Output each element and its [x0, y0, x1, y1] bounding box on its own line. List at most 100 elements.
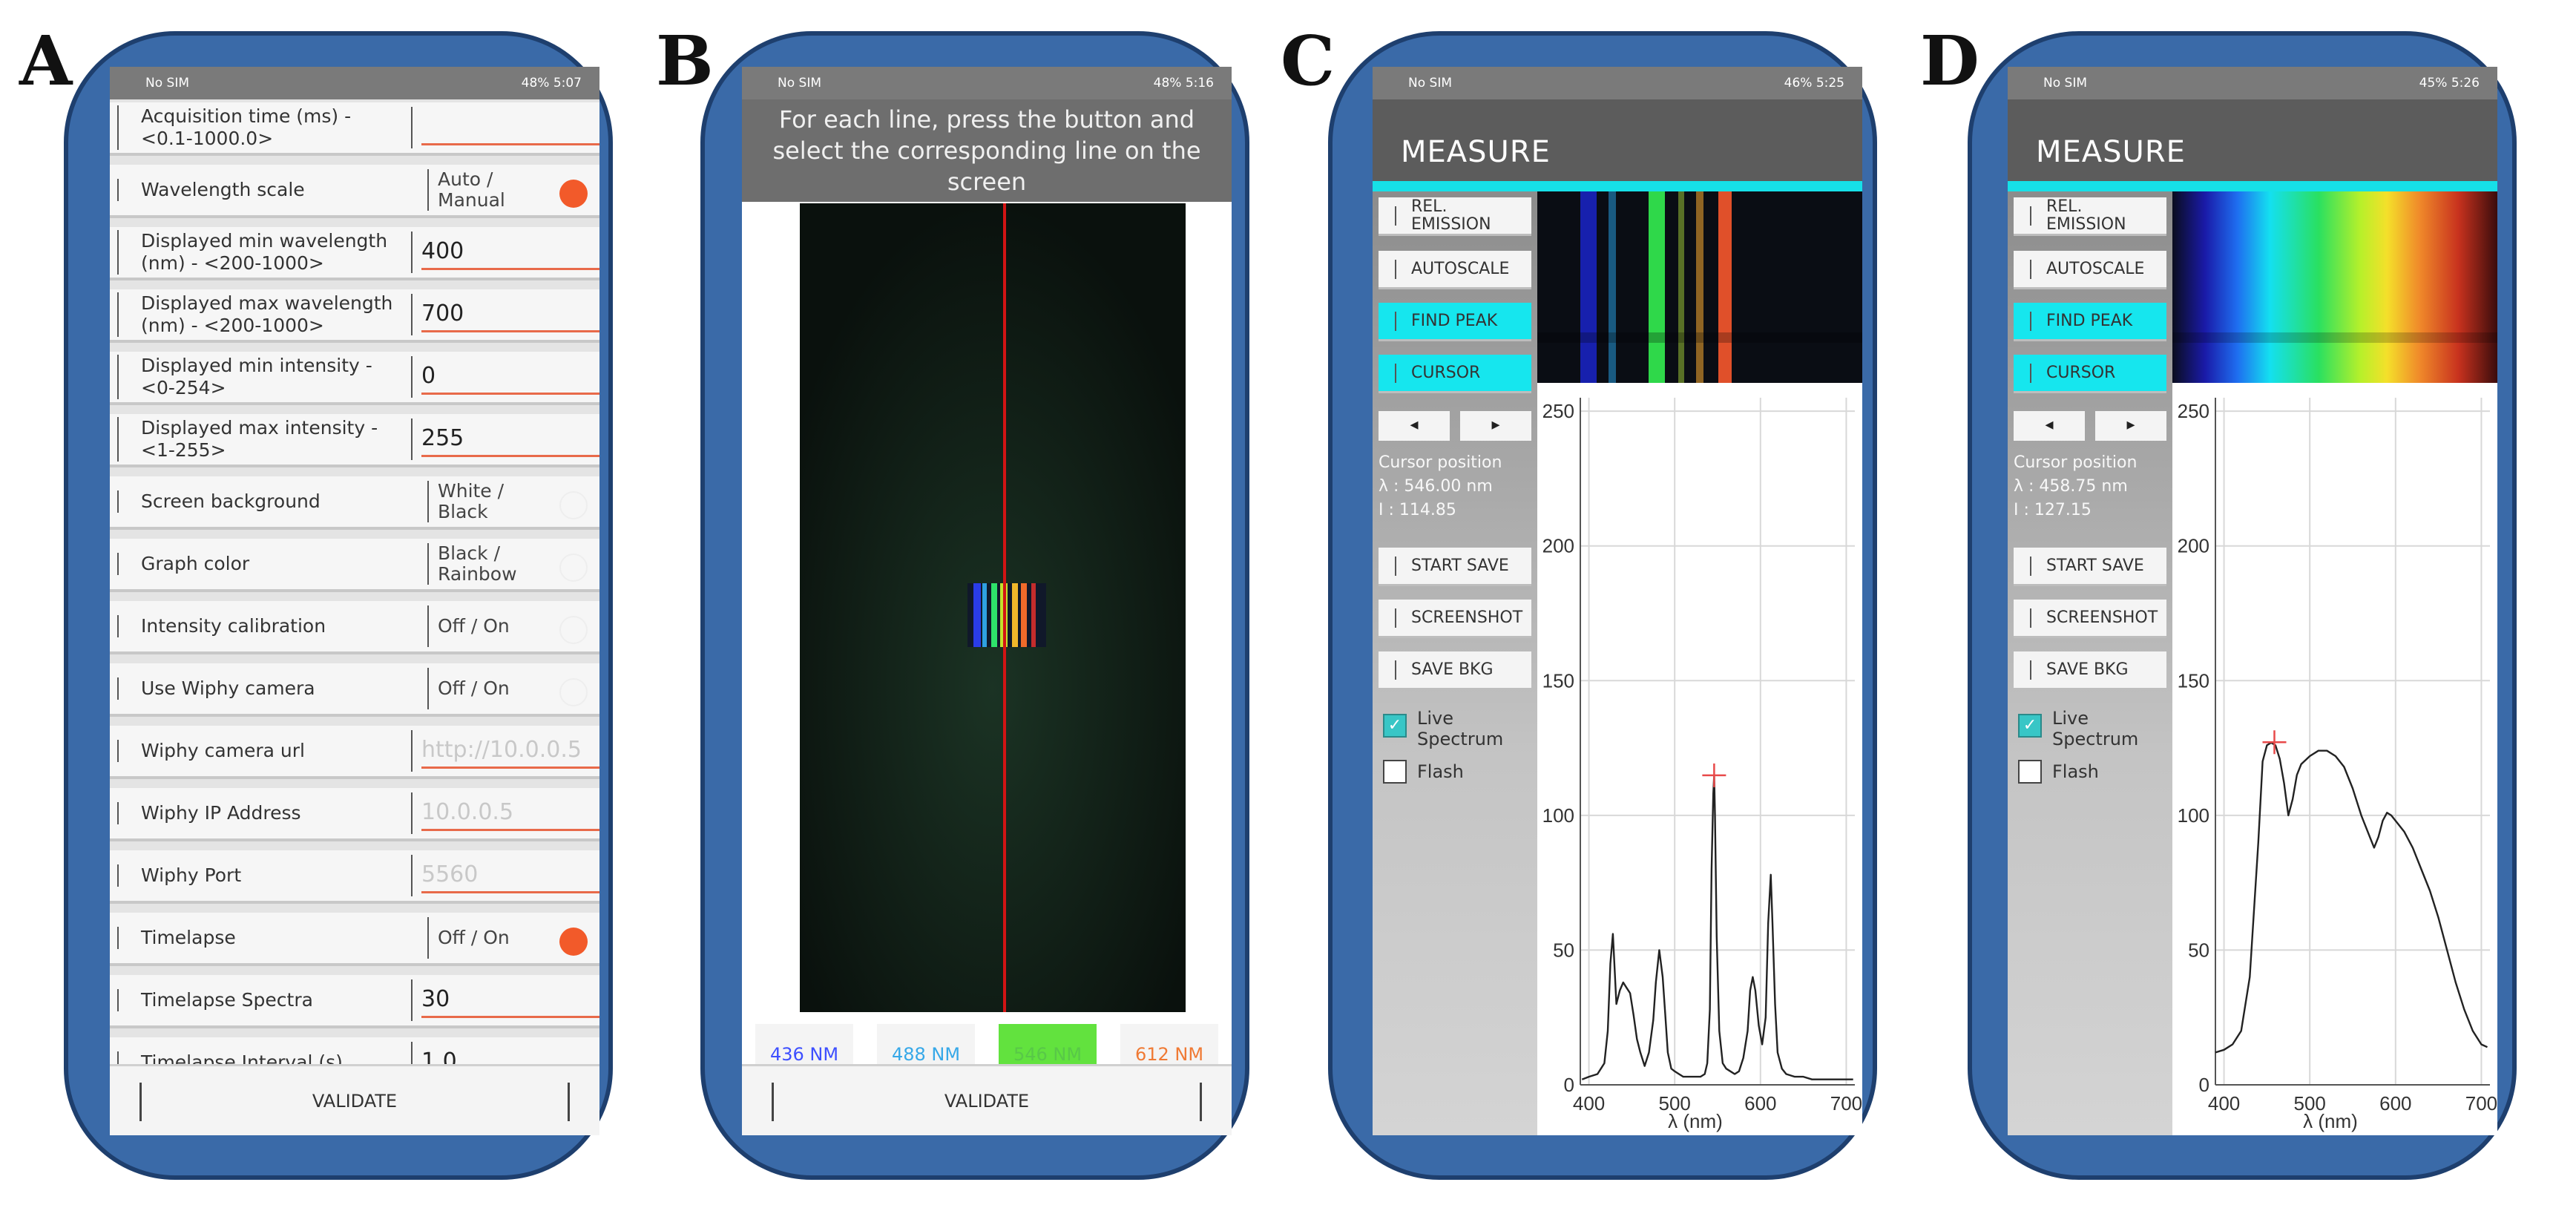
toggle-switch[interactable] — [559, 928, 588, 956]
cursor-lambda: λ : 546.00 nm — [1379, 477, 1493, 496]
setting-input-container: 255 — [411, 418, 599, 460]
setting-input-container: http://10.0.0.5 — [411, 730, 599, 772]
setting-input[interactable]: 0 — [421, 359, 599, 395]
flash-checkbox[interactable] — [2018, 760, 2042, 784]
y-tick-label: 250 — [1542, 400, 1574, 422]
setting-input[interactable]: 400 — [421, 234, 599, 270]
cursor-intensity: I : 114.85 — [1379, 501, 1456, 519]
status-battery-time: 48% 5:07 — [521, 76, 582, 91]
setting-input[interactable]: http://10.0.0.5 — [421, 733, 599, 769]
screenshot-button[interactable]: SCREENSHOT — [2014, 600, 2166, 638]
setting-label: Wiphy Port — [117, 864, 405, 887]
x-tick-label: 600 — [1744, 1092, 1776, 1115]
live-spectrum-label: Live Spectrum — [1417, 708, 1504, 749]
camera-view[interactable] — [800, 203, 1186, 1012]
status-bar: No SIM 48% 5:07 — [110, 67, 599, 99]
toggle-switch[interactable] — [559, 554, 588, 582]
cursor-button[interactable]: CURSOR — [2014, 355, 2166, 393]
setting-label: Displayed max intensity - <1-255> — [117, 417, 405, 462]
setting-label: Use Wiphy camera — [117, 677, 421, 700]
spectrum-plot[interactable]: 0 50 100 150 200 250 400 500 600 700 λ (nm) — [1537, 383, 1862, 1135]
camera-spectrum-image — [800, 203, 1186, 1012]
y-tick-label: 0 — [1564, 1074, 1574, 1096]
start-save-button[interactable]: START SAVE — [1379, 548, 1531, 586]
setting-input-container: 5560 — [411, 855, 599, 896]
rel-emission-button[interactable]: REL. EMISSION — [1379, 197, 1531, 236]
panel-letter-b: B — [656, 21, 714, 101]
cursor-lambda: λ : 458.75 nm — [2014, 477, 2128, 496]
setting-input[interactable]: 255 — [421, 421, 599, 457]
x-tick-label: 600 — [2379, 1092, 2411, 1115]
status-battery-time: 48% 5:16 — [1153, 76, 1214, 91]
flash-label: Flash — [2052, 761, 2099, 782]
setting-row: Displayed min wavelength (nm) - <200-100… — [110, 227, 599, 280]
setting-row: Displayed max wavelength (nm) - <200-100… — [110, 289, 599, 343]
flash-label: Flash — [1417, 761, 1464, 782]
status-carrier: No SIM — [145, 76, 189, 91]
live-spectrum-checkbox[interactable]: ✓ — [2018, 714, 2042, 738]
setting-row: Screen background White / Black — [110, 476, 599, 530]
panel-letter-a: A — [19, 21, 73, 101]
validate-button[interactable]: VALIDATE — [742, 1064, 1232, 1135]
live-spectrum-label: Live Spectrum — [2052, 708, 2139, 749]
cursor-button[interactable]: CURSOR — [1379, 355, 1531, 393]
setting-input-container: 700 — [411, 294, 599, 335]
screenshot-button[interactable]: SCREENSHOT — [1379, 600, 1531, 638]
x-tick-label: 400 — [1573, 1092, 1605, 1115]
rel-emission-button[interactable]: REL. EMISSION — [2014, 197, 2166, 236]
save-bkg-button[interactable]: SAVE BKG — [1379, 651, 1531, 690]
setting-label: Displayed min intensity - <0-254> — [117, 355, 405, 399]
setting-input[interactable]: 10.0.0.5 — [421, 795, 599, 831]
start-save-button[interactable]: START SAVE — [2014, 548, 2166, 586]
cursor-right-icon[interactable]: ▸ — [1460, 411, 1531, 441]
setting-row: Use Wiphy camera Off / On — [110, 663, 599, 717]
setting-label: Timelapse Spectra — [117, 989, 405, 1011]
setting-toggle-container: Off / On — [427, 917, 599, 959]
selection-line[interactable] — [1003, 203, 1006, 1012]
live-spectrum-checkbox[interactable]: ✓ — [1383, 714, 1407, 738]
setting-input[interactable] — [421, 110, 599, 145]
setting-toggle-container: Black / Rainbow — [427, 543, 599, 585]
measure-title: MEASURE — [2008, 99, 2497, 181]
setting-input[interactable]: 30 — [421, 982, 599, 1018]
setting-label: Graph color — [117, 553, 421, 575]
save-bkg-button[interactable]: SAVE BKG — [2014, 651, 2166, 690]
setting-row: Acquisition time (ms) - <0.1-1000.0> — [110, 102, 599, 156]
validate-button[interactable]: VALIDATE — [110, 1064, 599, 1135]
setting-label: Wavelength scale — [117, 179, 421, 201]
find-peak-button[interactable]: FIND PEAK — [1379, 303, 1531, 341]
status-battery-time: 45% 5:26 — [2419, 76, 2480, 91]
cursor-left-icon[interactable]: ◂ — [2014, 411, 2085, 441]
setting-input[interactable]: 5560 — [421, 858, 599, 893]
toggle-switch[interactable] — [559, 180, 588, 208]
cursor-left-icon[interactable]: ◂ — [1379, 411, 1450, 441]
cursor-position-title: Cursor position — [2014, 453, 2138, 472]
measure-screen-c: No SIM 46% 5:25 MEASURE REL. EMISSION AU… — [1373, 67, 1862, 1135]
autoscale-button[interactable]: AUTOSCALE — [2014, 251, 2166, 289]
setting-row: Graph color Black / Rainbow — [110, 539, 599, 592]
setting-input-container: 10.0.0.5 — [411, 792, 599, 834]
setting-label: Displayed min wavelength (nm) - <200-100… — [117, 230, 405, 275]
toggle-switch[interactable] — [559, 616, 588, 644]
setting-input-container: 30 — [411, 979, 599, 1021]
spectrum-image — [1537, 191, 1862, 383]
spectrum-plot[interactable]: 0 50 100 150 200 250 400 500 600 700 λ (nm) — [2172, 383, 2497, 1135]
settings-screen: No SIM 48% 5:07 Acquisition time (ms) - … — [110, 67, 599, 1135]
calibration-screen: No SIM 48% 5:16 For each line, press the… — [742, 67, 1232, 1135]
setting-row: Displayed min intensity - <0-254> 0 — [110, 352, 599, 405]
toggle-switch[interactable] — [559, 491, 588, 519]
y-tick-label: 250 — [2178, 400, 2209, 422]
toggle-switch[interactable] — [559, 678, 588, 706]
find-peak-button[interactable]: FIND PEAK — [2014, 303, 2166, 341]
flash-checkbox[interactable] — [1383, 760, 1407, 784]
cursor-right-icon[interactable]: ▸ — [2095, 411, 2166, 441]
cursor-position: Cursor position λ : 458.75 nm I : 127.15 — [2014, 451, 2137, 522]
status-bar: No SIM 45% 5:26 — [2008, 67, 2497, 99]
setting-input[interactable]: 700 — [421, 297, 599, 332]
cursor-intensity: I : 127.15 — [2014, 501, 2092, 519]
autoscale-button[interactable]: AUTOSCALE — [1379, 251, 1531, 289]
y-tick-label: 50 — [1553, 939, 1574, 961]
spectrum-line — [1581, 774, 1853, 1080]
setting-label: Displayed max wavelength (nm) - <200-100… — [117, 292, 405, 337]
setting-row: Intensity calibration Off / On — [110, 601, 599, 654]
